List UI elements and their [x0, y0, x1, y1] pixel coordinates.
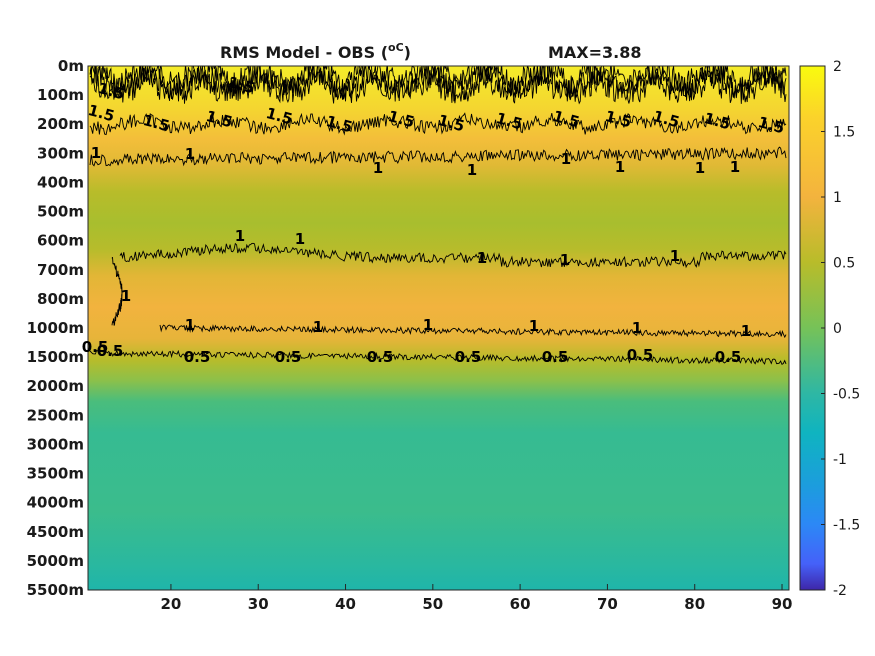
colorbar-ticks: 2 1.5 1 0.5 0 -0.5 -1 -1.5 -2 [821, 59, 860, 599]
x-tick-label: 40 [335, 595, 356, 613]
heatmap-area [88, 66, 789, 590]
contour-label: 1 [235, 227, 245, 245]
y-tick-label: 2500m [27, 406, 84, 424]
colorbar-tick-label: 2 [833, 59, 842, 75]
y-tick-label: 4000m [27, 494, 84, 512]
colorbar-tick-label: 1 [833, 190, 842, 206]
y-tick-label: 5500m [27, 581, 84, 599]
x-tick-label: 70 [597, 595, 618, 613]
contour-1-cap [111, 256, 123, 326]
contour-label: 0.5 [275, 348, 302, 366]
y-tick-label: 200m [37, 115, 84, 133]
y-tick-label: 4500m [27, 523, 84, 541]
chart-title: RMS Model - OBS (oC) [220, 41, 411, 62]
contour-label: 1 [423, 316, 433, 334]
y-tick-label: 1500m [27, 348, 84, 366]
max-label: MAX=3.88 [548, 43, 642, 62]
x-tick-label: 80 [684, 595, 705, 613]
contour-label: 1 [670, 247, 680, 265]
contour-label: 1 [561, 150, 571, 168]
contour-0.5 [89, 348, 787, 365]
contour-label: 0.5 [367, 348, 394, 366]
contour-label: 1 [185, 145, 195, 163]
y-axis: 0m 100m 200m 300m 400m 500m 600m 700m 800m 1000m 1… [27, 57, 84, 599]
x-tick-label: 30 [248, 595, 269, 613]
contour-label: 1 [695, 159, 705, 177]
contour-label: 0.5 [184, 348, 211, 366]
y-tick-label: 100m [37, 86, 84, 104]
contour-label: 1 [741, 322, 751, 340]
y-tick-label: 700m [37, 261, 84, 279]
colorbar-tick-label: -1 [833, 452, 847, 468]
colorbar-tick-label: -1.5 [833, 518, 860, 534]
contour-labels: 1.5 1.5 1.5 1.5 1.5 1.5 1.5 1.5 1.5 1.5 1.5 1.5 1.51… [82, 73, 787, 366]
contour-label: 0.5 [82, 338, 109, 356]
contour-label: 1 [185, 316, 195, 334]
y-tick-label: 5000m [27, 552, 84, 570]
contour-1-bottom [159, 324, 787, 339]
contour-label: 0.5 [97, 342, 124, 360]
y-tick-label: 300m [37, 144, 84, 162]
y-tick-label: 800m [37, 290, 84, 308]
contour-label: 1 [467, 161, 477, 179]
contour-label: 1 [632, 319, 642, 337]
colorbar-tick-label: 0.5 [833, 256, 855, 272]
x-axis: 20 30 40 50 60 70 80 90 [160, 584, 792, 613]
colorbar-tick-label: -0.5 [833, 387, 860, 403]
contour-label: 1 [91, 144, 101, 162]
y-tick-label: 3000m [27, 435, 84, 453]
contour-label: 1 [121, 287, 131, 305]
y-tick-label: 1000m [27, 319, 84, 337]
contour-label: 0.5 [542, 348, 569, 366]
contour-1.5-surface [89, 66, 787, 104]
y-tick-label: 0m [58, 57, 84, 75]
colorbar-tick-label: -2 [833, 583, 847, 599]
contour-lines [89, 66, 787, 365]
y-tick-label: 600m [37, 232, 84, 250]
contour-label: 0.5 [715, 348, 742, 366]
colorbar [799, 65, 826, 591]
contour-label: 1 [730, 158, 740, 176]
y-tick-label: 500m [37, 203, 84, 221]
contour-label: 0.5 [455, 348, 482, 366]
contour-label: 1 [295, 230, 305, 248]
contour-label: 1 [560, 251, 570, 269]
contour-label: 1 [529, 317, 539, 335]
colorbar-tick-label: 0 [833, 321, 842, 337]
contour-label: 1 [313, 318, 323, 336]
y-tick-label: 400m [37, 173, 84, 191]
contour-label: 1 [373, 159, 383, 177]
contour-1.5 [89, 112, 787, 136]
contour-1-top [119, 242, 787, 269]
contour-label: 0.5 [627, 346, 654, 364]
contour-label: 1 [615, 158, 625, 176]
contour-1-upper [89, 146, 787, 167]
y-tick-label: 2000m [27, 377, 84, 395]
x-tick-label: 20 [160, 595, 181, 613]
contour-label: 1 [477, 249, 487, 267]
y-tick-label: 3500m [27, 465, 84, 483]
colorbar-tick-label: 1.5 [833, 125, 855, 141]
x-tick-label: 90 [772, 595, 793, 613]
plot-frame [87, 65, 790, 591]
x-tick-label: 50 [422, 595, 443, 613]
x-tick-label: 60 [510, 595, 531, 613]
